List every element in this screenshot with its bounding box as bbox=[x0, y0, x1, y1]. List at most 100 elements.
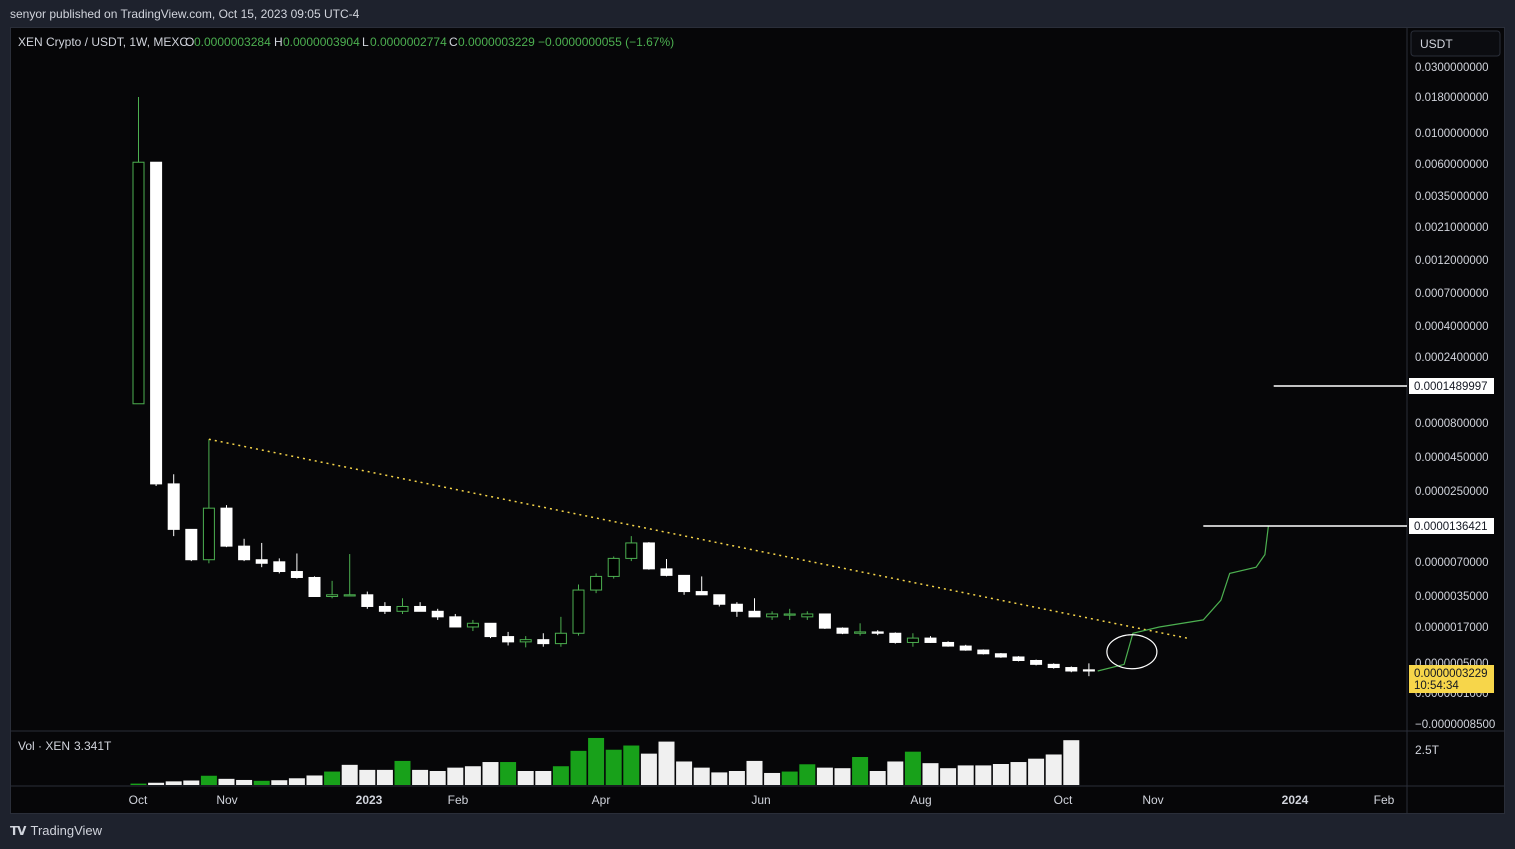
volume-bar bbox=[482, 762, 499, 785]
volume-bar bbox=[623, 745, 640, 785]
candle bbox=[889, 632, 902, 644]
candle bbox=[361, 591, 374, 609]
volume-bar bbox=[799, 764, 816, 785]
candle-body bbox=[132, 161, 145, 405]
volume-bar bbox=[200, 775, 217, 785]
projection-path bbox=[1097, 525, 1269, 672]
volume-bar bbox=[869, 771, 886, 785]
candle-body bbox=[924, 637, 937, 643]
candle-body bbox=[449, 616, 462, 628]
candles bbox=[132, 97, 1095, 677]
volume-value: 3.341T bbox=[74, 739, 112, 753]
time-tick: Feb bbox=[448, 793, 469, 807]
candle bbox=[977, 649, 990, 655]
candle bbox=[502, 631, 515, 646]
candle-body bbox=[466, 622, 479, 628]
legend-ohlc: O 0.0000003284 H 0.0000003904 L 0.000000… bbox=[185, 35, 674, 49]
volume-bar bbox=[940, 768, 957, 785]
candle bbox=[431, 608, 444, 620]
circle-annotation bbox=[1106, 634, 1158, 670]
price-tick: 0.0012000000 bbox=[1415, 255, 1489, 267]
candle bbox=[906, 633, 919, 647]
price-axis[interactable]: 0.0300000000 0.0180000000 0.0100000000 0.00… bbox=[1415, 62, 1495, 731]
volume-bar bbox=[429, 771, 446, 785]
last-price-countdown: 10:54:34 bbox=[1414, 680, 1459, 692]
candle-body bbox=[1030, 659, 1043, 665]
candle-body bbox=[167, 483, 180, 530]
time-tick: 2023 bbox=[356, 793, 383, 807]
candle bbox=[924, 636, 937, 644]
volume-bar bbox=[359, 769, 376, 785]
candle bbox=[590, 573, 603, 594]
candle bbox=[308, 576, 321, 598]
volume-bar bbox=[746, 760, 763, 785]
candle bbox=[783, 608, 796, 620]
candle-body bbox=[273, 561, 286, 573]
candle bbox=[238, 538, 251, 562]
volume-bar bbox=[288, 778, 305, 785]
candle-body bbox=[977, 649, 990, 655]
volume-bar bbox=[1045, 754, 1062, 785]
candle bbox=[1082, 663, 1095, 677]
footer-brand[interactable]: 𝗧𝗩 TradingView bbox=[10, 823, 102, 838]
candle-body bbox=[255, 559, 268, 564]
candle bbox=[484, 622, 497, 639]
volume-bar bbox=[640, 753, 657, 785]
candle-body bbox=[414, 605, 427, 612]
trend-line bbox=[208, 438, 1188, 639]
candle bbox=[1030, 659, 1043, 666]
candle bbox=[449, 613, 462, 628]
volume-bar bbox=[904, 751, 921, 785]
volume-label[interactable]: Vol · XEN bbox=[18, 739, 70, 753]
time-axis[interactable]: Oct Nov 2023 Feb Apr Jun Aug Oct Nov 2024 Feb bbox=[129, 793, 1395, 807]
candle-body bbox=[1012, 656, 1025, 661]
tradingview-logo-icon: 𝗧𝗩 bbox=[10, 823, 27, 838]
candle-body bbox=[625, 542, 638, 559]
legend-high-label: H bbox=[274, 35, 283, 49]
level-price-label bbox=[1409, 378, 1494, 394]
candle-body bbox=[290, 571, 303, 578]
price-tick: 0.0060000000 bbox=[1415, 159, 1489, 171]
candle bbox=[466, 619, 479, 632]
candle bbox=[871, 630, 884, 636]
candle-body bbox=[730, 603, 743, 612]
candle-body bbox=[889, 632, 902, 643]
volume-bar bbox=[271, 780, 288, 785]
currency-button-label[interactable]: USDT bbox=[1420, 37, 1453, 51]
candle-body bbox=[871, 631, 884, 634]
last-price-value: 0.0000003229 bbox=[1414, 668, 1488, 680]
candle bbox=[994, 652, 1007, 658]
candle-body bbox=[1082, 669, 1095, 672]
candle-body bbox=[150, 161, 163, 485]
time-tick: Nov bbox=[216, 793, 237, 807]
time-tick: 2024 bbox=[1282, 793, 1309, 807]
legend-low-value: 0.0000002774 bbox=[370, 35, 447, 49]
candle bbox=[132, 97, 145, 405]
candle-body bbox=[572, 589, 585, 634]
currency-button[interactable] bbox=[1410, 30, 1501, 57]
candle bbox=[678, 574, 691, 595]
legend-open-label: O bbox=[185, 35, 194, 49]
volume-bar bbox=[253, 780, 270, 785]
price-tick: 0.0000800000 bbox=[1415, 418, 1489, 430]
legend-close-value: 0.0000003229 bbox=[458, 35, 535, 49]
volume-bar bbox=[165, 781, 182, 785]
candle-body bbox=[326, 594, 339, 598]
candle-body bbox=[783, 613, 796, 616]
legend-symbol[interactable]: XEN Crypto / USDT, 1W, MEXC bbox=[18, 35, 188, 49]
candle-body bbox=[959, 645, 972, 651]
candle-body bbox=[766, 613, 779, 618]
candle-body bbox=[554, 632, 567, 645]
volume-bar bbox=[658, 741, 675, 785]
candle bbox=[1012, 656, 1025, 662]
candle bbox=[607, 556, 620, 579]
candle-body bbox=[502, 636, 515, 643]
volume-bar bbox=[148, 782, 165, 785]
candle bbox=[1065, 666, 1078, 673]
candle bbox=[396, 598, 409, 614]
candle bbox=[854, 623, 867, 636]
volume-bar bbox=[552, 766, 569, 785]
candle-body bbox=[431, 610, 444, 618]
candle-body bbox=[308, 576, 321, 598]
